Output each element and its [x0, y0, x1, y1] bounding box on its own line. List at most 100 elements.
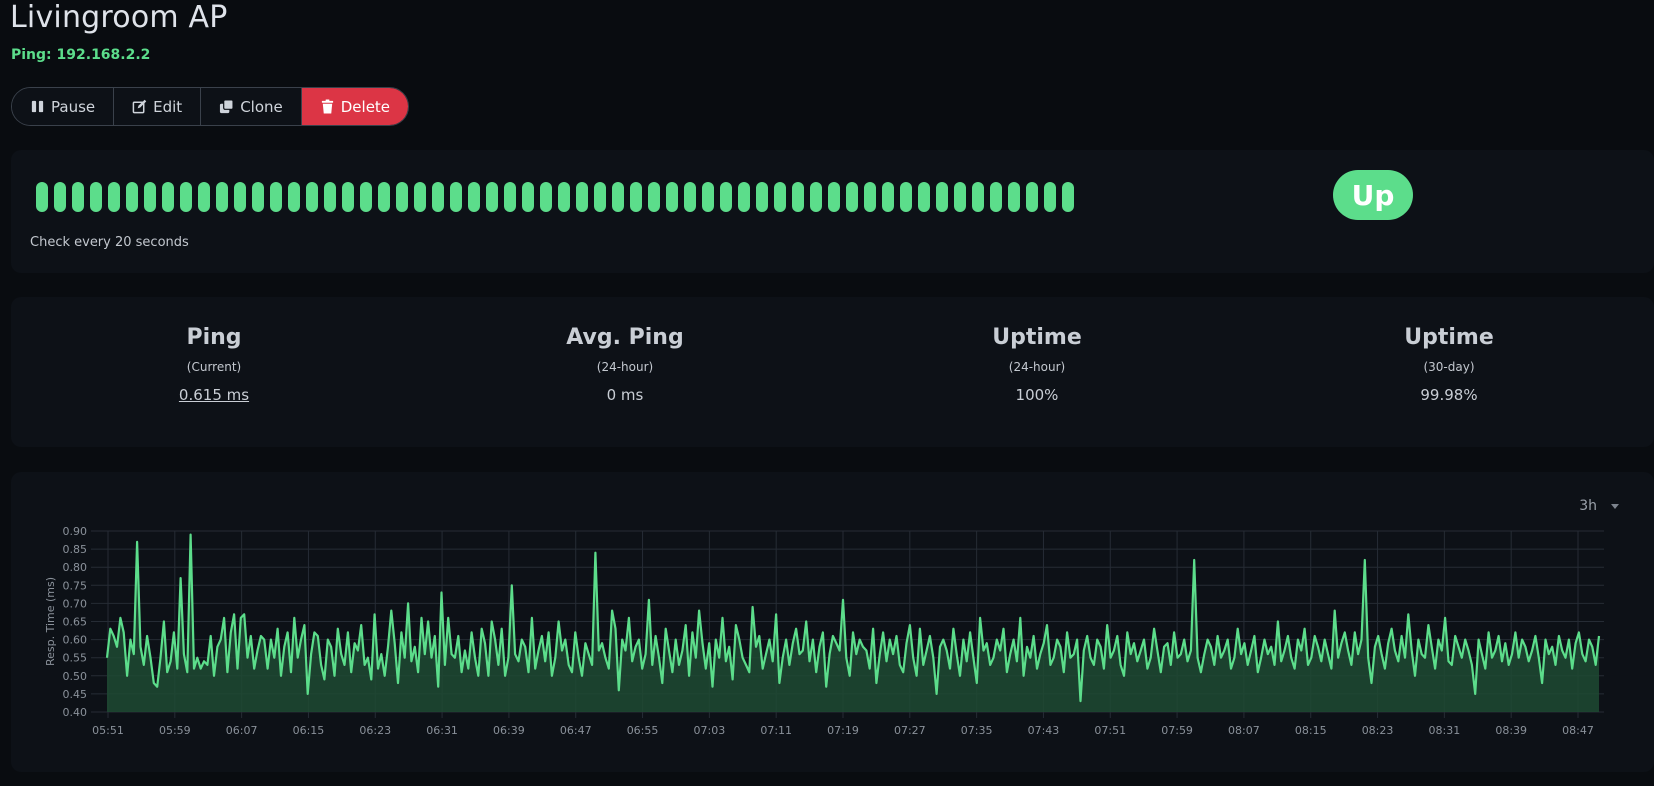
clone-icon [220, 99, 234, 114]
y-tick-label: 0.80 [63, 561, 88, 574]
edit-button[interactable]: Edit [114, 88, 202, 125]
heartbeat-beat[interactable] [810, 182, 822, 212]
heartbeat-beat[interactable] [648, 182, 660, 212]
x-tick-label: 07:19 [827, 724, 859, 737]
heartbeat-beat[interactable] [36, 182, 48, 212]
heartbeat-beat[interactable] [360, 182, 372, 212]
heartbeat-beat[interactable] [738, 182, 750, 212]
heartbeat-beat[interactable] [378, 182, 390, 212]
heartbeat-beat[interactable] [846, 182, 858, 212]
x-tick-label: 08:15 [1295, 724, 1327, 737]
heartbeat-beat[interactable] [666, 182, 678, 212]
clone-button[interactable]: Clone [201, 88, 302, 125]
heartbeat-beat[interactable] [540, 182, 552, 212]
chart-range-select[interactable]: 3h [1579, 498, 1619, 514]
heartbeat-beat[interactable] [1026, 182, 1038, 212]
heartbeat-beat[interactable] [792, 182, 804, 212]
heartbeat-beat[interactable] [774, 182, 786, 212]
heartbeat-beat[interactable] [270, 182, 282, 212]
stat-value: 100% [1015, 386, 1059, 404]
heartbeat-beat[interactable] [612, 182, 624, 212]
stat-heading: Uptime [1404, 325, 1494, 350]
y-tick-label: 0.85 [63, 543, 88, 556]
heartbeat-beat[interactable] [954, 182, 966, 212]
heartbeat-beat[interactable] [144, 182, 156, 212]
pause-button[interactable]: Pause [12, 88, 115, 125]
heartbeat-card: Check every 20 seconds Up [11, 150, 1654, 273]
x-tick-label: 08:47 [1562, 724, 1594, 737]
heartbeat-beat[interactable] [162, 182, 174, 212]
check-interval-text: Check every 20 seconds [30, 235, 189, 250]
x-tick-label: 07:11 [760, 724, 792, 737]
x-tick-label: 06:39 [493, 724, 525, 737]
heartbeat-beat[interactable] [288, 182, 300, 212]
x-tick-label: 05:59 [159, 724, 191, 737]
heartbeat-beat[interactable] [72, 182, 84, 212]
delete-button[interactable]: Delete [301, 88, 409, 125]
action-button-group: Pause Edit Clone Delete [11, 87, 410, 126]
heartbeat-beat[interactable] [198, 182, 210, 212]
status-badge: Up [1333, 170, 1413, 220]
heartbeat-beat[interactable] [756, 182, 768, 212]
heartbeat-beat[interactable] [1044, 182, 1056, 212]
heartbeat-beat[interactable] [108, 182, 120, 212]
heartbeat-beat[interactable] [468, 182, 480, 212]
stat-subheading: (24-hour) [596, 360, 654, 374]
stat-subheading: (24-hour) [1008, 360, 1066, 374]
pause-label: Pause [51, 97, 96, 116]
heartbeat-beat[interactable] [450, 182, 462, 212]
heartbeat-beat[interactable] [180, 182, 192, 212]
heartbeat-beat[interactable] [396, 182, 408, 212]
y-tick-label: 0.55 [63, 652, 88, 665]
heartbeat-beat[interactable] [504, 182, 516, 212]
heartbeat-beat[interactable] [936, 182, 948, 212]
heartbeat-beat[interactable] [918, 182, 930, 212]
chart-range-value: 3h [1579, 498, 1597, 514]
stat-avg-ping: Avg. Ping (24-hour) 0 ms [475, 325, 775, 404]
y-tick-label: 0.50 [63, 670, 88, 683]
x-tick-label: 06:15 [293, 724, 325, 737]
heartbeat-beat[interactable] [126, 182, 138, 212]
heartbeat-beat[interactable] [558, 182, 570, 212]
heartbeat-beat[interactable] [234, 182, 246, 212]
heartbeat-beat[interactable] [306, 182, 318, 212]
heartbeat-beat[interactable] [684, 182, 696, 212]
x-tick-label: 06:07 [226, 724, 258, 737]
y-axis-label: Resp. Time (ms) [44, 577, 57, 666]
heartbeat-beat[interactable] [972, 182, 984, 212]
monitor-title: Livingroom AP [10, 0, 228, 35]
stat-value: 0 ms [606, 386, 644, 404]
heartbeat-beat[interactable] [864, 182, 876, 212]
heartbeat-beat[interactable] [324, 182, 336, 212]
heartbeat-beat[interactable] [630, 182, 642, 212]
heartbeat-beat[interactable] [576, 182, 588, 212]
caret-down-icon [1611, 503, 1619, 509]
heartbeat-beat[interactable] [702, 182, 714, 212]
heartbeat-beat[interactable] [432, 182, 444, 212]
y-tick-label: 0.75 [63, 579, 88, 592]
monitor-subtitle: Ping: 192.168.2.2 [11, 47, 151, 63]
heartbeat-beat[interactable] [252, 182, 264, 212]
heartbeat-beat[interactable] [1008, 182, 1020, 212]
heartbeat-beat[interactable] [216, 182, 228, 212]
x-tick-label: 07:43 [1028, 724, 1060, 737]
heartbeat-beat[interactable] [342, 182, 354, 212]
heartbeat-beat[interactable] [90, 182, 102, 212]
heartbeat-beat[interactable] [414, 182, 426, 212]
heartbeat-beat[interactable] [1062, 182, 1074, 212]
current-ping-link[interactable]: 0.615 ms [178, 386, 250, 404]
heartbeat-beat[interactable] [486, 182, 498, 212]
heartbeat-beat[interactable] [594, 182, 606, 212]
heartbeat-beat[interactable] [900, 182, 912, 212]
x-tick-label: 07:59 [1161, 724, 1193, 737]
heartbeat-beat[interactable] [522, 182, 534, 212]
heartbeat-beat[interactable] [990, 182, 1002, 212]
stat-value: 99.98% [1420, 386, 1478, 404]
heartbeat-beat[interactable] [54, 182, 66, 212]
stat-uptime-24h: Uptime (24-hour) 100% [887, 325, 1187, 404]
heartbeat-beat[interactable] [828, 182, 840, 212]
x-tick-label: 06:55 [627, 724, 659, 737]
heartbeat-beat[interactable] [882, 182, 894, 212]
stat-uptime-30d: Uptime (30-day) 99.98% [1299, 325, 1599, 404]
heartbeat-beat[interactable] [720, 182, 732, 212]
